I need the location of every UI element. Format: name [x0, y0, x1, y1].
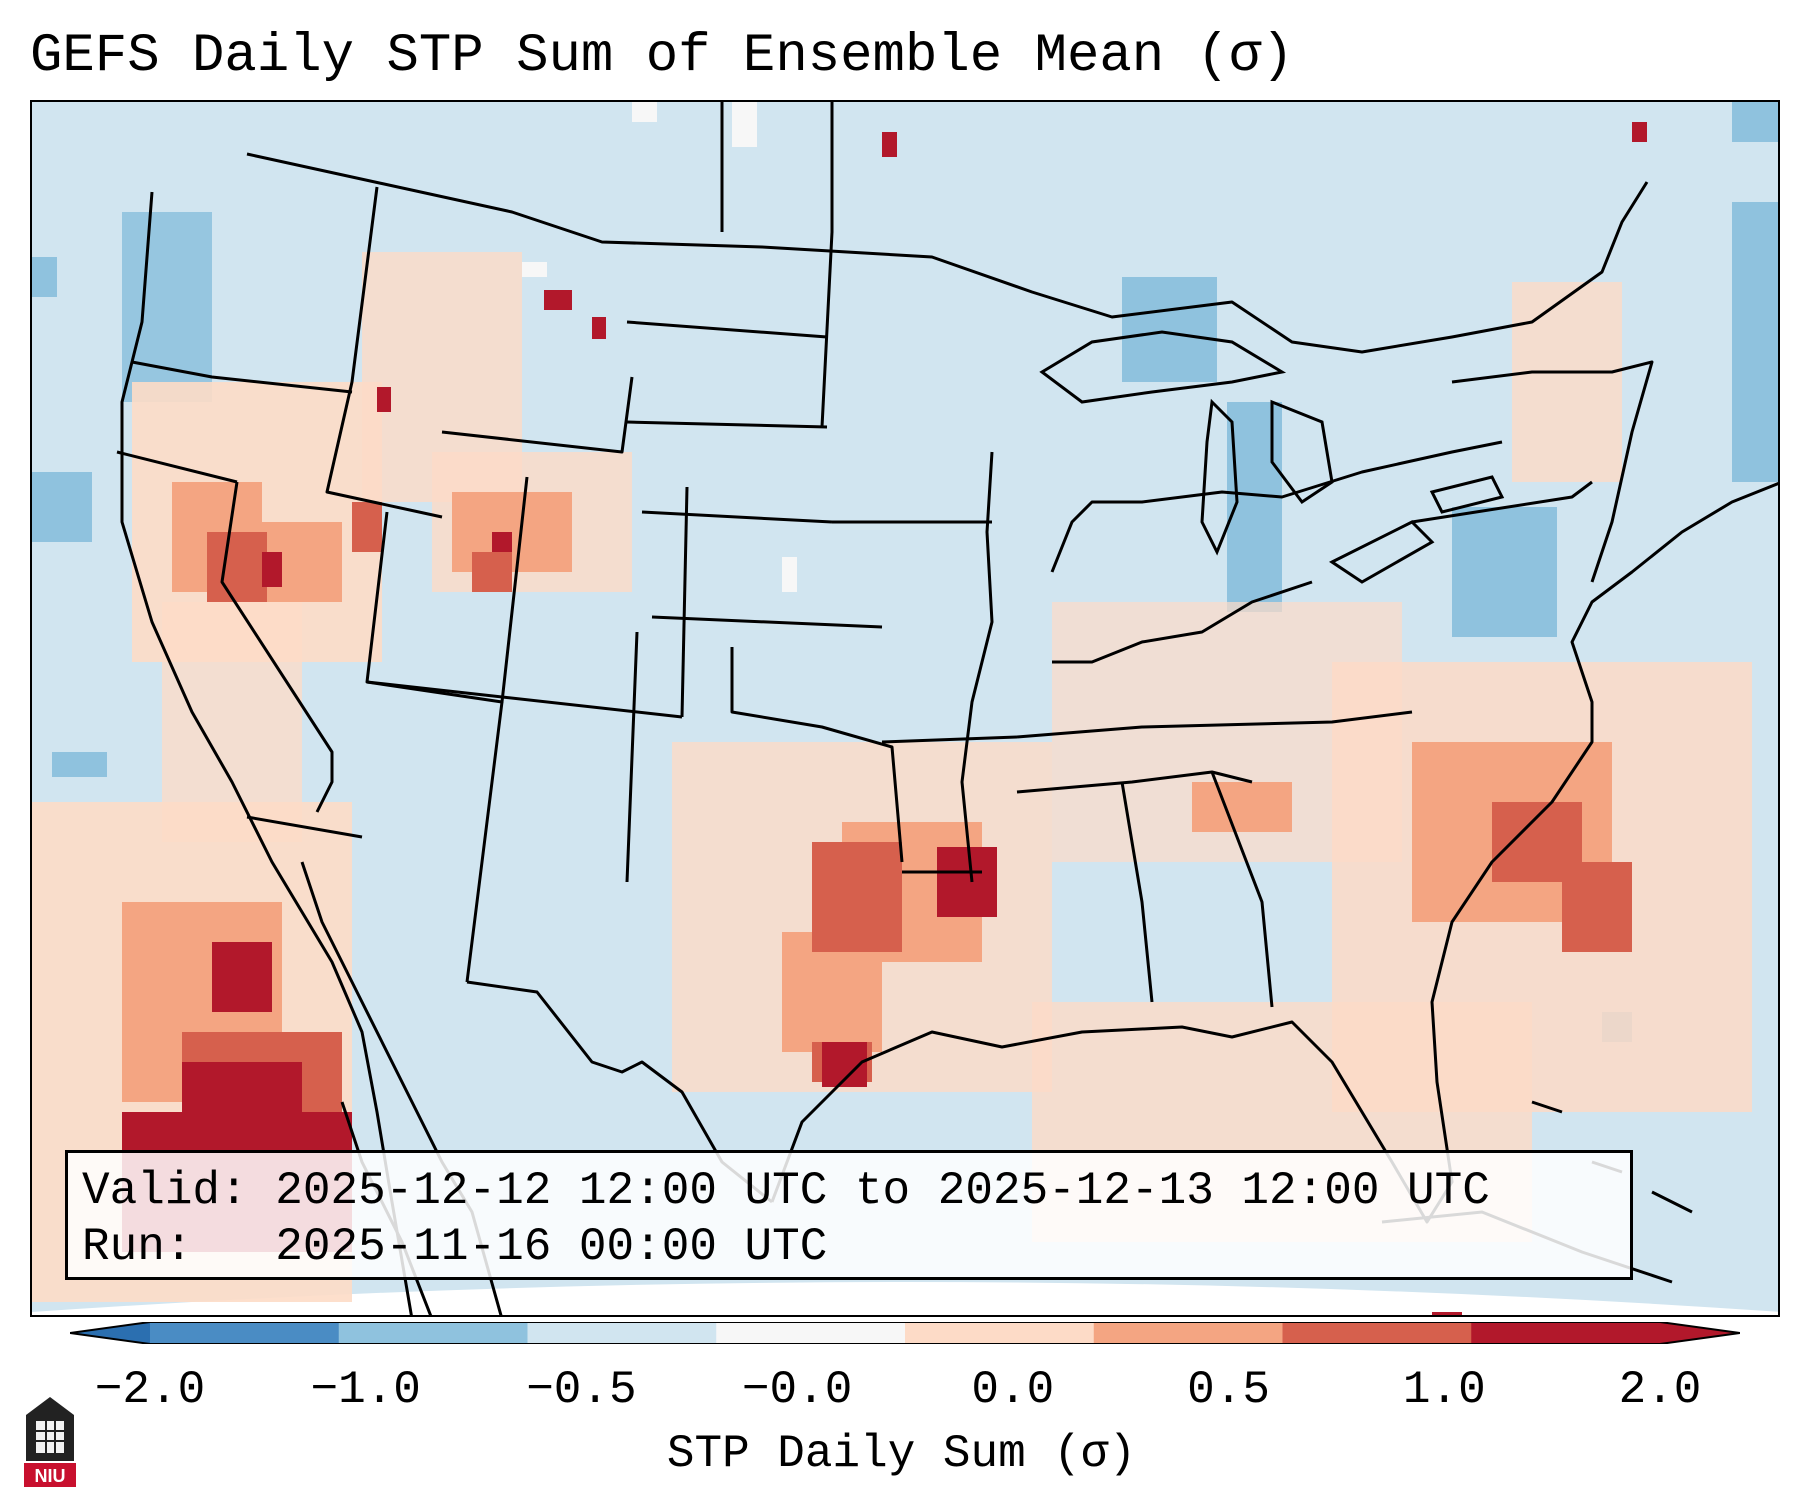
ne-ks: [641, 510, 833, 524]
map-title: GEFS Daily STP Sum of Ensemble Mean (σ): [30, 26, 1294, 87]
anomaly-cell: [1452, 507, 1557, 637]
idaho: [325, 186, 443, 519]
ky-tn-al: [1016, 770, 1253, 794]
anomaly-cell: [782, 557, 797, 592]
anomaly-cell: [937, 847, 997, 917]
validity-info-box: Valid: 2025-12-12 12:00 UTC to 2025-12-1…: [65, 1150, 1633, 1280]
anomaly-cell: [492, 532, 512, 552]
anomaly-cell: [732, 102, 757, 147]
valid-time-range: 2025-12-12 12:00 UTC to 2025-12-13 12:00…: [275, 1165, 1490, 1217]
lake-ontario: [1429, 475, 1505, 514]
anomaly-cell: [32, 472, 92, 542]
anomaly-cell: [544, 290, 572, 310]
tennessee-kentucky: [1016, 710, 1413, 739]
oklahoma-texas: [625, 631, 904, 883]
colorbar-tick-label: 0.5: [1187, 1364, 1270, 1416]
run-label: Run:: [82, 1221, 193, 1273]
colorbar-tick-label: −0.5: [526, 1364, 637, 1416]
lake-michigan: [1200, 398, 1239, 556]
niu-logo-banner: [24, 1463, 76, 1487]
us-canada-border: [246, 152, 1649, 354]
arizona-newmexico: [465, 701, 504, 983]
colorbar-tick-label: −1.0: [310, 1364, 421, 1416]
colorbar-segment: [1093, 1322, 1283, 1344]
anomaly-cell: [1432, 1312, 1462, 1315]
niu-logo-window: [36, 1421, 64, 1453]
colorbar-segment: [1282, 1322, 1472, 1344]
ks-ok: [651, 615, 883, 629]
anomaly-cell: [1732, 102, 1778, 142]
lake-superior: [1039, 330, 1287, 404]
great-lakes-region: [1050, 440, 1503, 573]
anomaly-cell: [377, 387, 391, 412]
four-corners-line: [366, 680, 683, 719]
anomaly-cell: [1122, 277, 1217, 382]
lake-huron: [1270, 399, 1334, 505]
anomaly-cell: [1512, 282, 1622, 482]
nevada-west: [220, 481, 334, 813]
anomaly-cell: [32, 257, 57, 297]
montana-wyoming: [441, 376, 634, 454]
anomaly-cell: [122, 212, 212, 402]
washington-oregon: [131, 360, 353, 394]
colorbar-label: STP Daily Sum (σ): [666, 1428, 1137, 1480]
anomaly-cell: [182, 1062, 302, 1142]
map-canvas[interactable]: [32, 102, 1780, 1317]
colorbar-over-extend: [1660, 1322, 1740, 1344]
run-time: 2025-11-16 00:00 UTC: [275, 1221, 828, 1273]
colorbar-under-extend: [70, 1322, 150, 1344]
dakotas: [720, 102, 834, 428]
gulf-coast: [770, 481, 1778, 1224]
anomaly-cell: [212, 942, 272, 1012]
anomaly-cell: [812, 842, 902, 952]
pa-ny: [1411, 480, 1593, 524]
anomaly-cell: [1732, 202, 1778, 482]
colorbar-tick-label: 2.0: [1618, 1364, 1702, 1416]
mo-ar: [881, 735, 1018, 744]
sd-ne: [626, 420, 828, 429]
anomaly-cell: [592, 317, 606, 339]
colorbar-segment: [527, 1322, 717, 1344]
niu-logo: NIU: [24, 1397, 76, 1487]
anomaly-cell: [472, 552, 512, 592]
valid-label: Valid:: [82, 1165, 248, 1217]
northeast: [1451, 360, 1654, 583]
california-mexico: [246, 815, 363, 839]
map-panel: [30, 100, 1780, 1317]
anomaly-cell: [1562, 862, 1632, 952]
anomaly-cell: [207, 532, 267, 602]
west-coast: [120, 191, 413, 1315]
alabama-georgia: [1120, 771, 1274, 1008]
ohio-river: [1052, 580, 1313, 664]
anomaly-cell: [52, 752, 107, 777]
colorbar-segment: [905, 1322, 1095, 1344]
anomaly-cell: [1192, 782, 1292, 832]
colorbar-segment: [150, 1322, 340, 1344]
colorbar-tick-label: 0.0: [971, 1364, 1055, 1416]
niu-logo-grid: [36, 1421, 64, 1453]
colorbar-segment: [1471, 1322, 1661, 1344]
colorbar: [70, 1322, 1740, 1344]
anomaly-cell: [882, 132, 897, 157]
utah: [365, 476, 529, 704]
colorbar-tick-label: −0.0: [741, 1364, 853, 1416]
anomaly-cell: [632, 102, 657, 122]
oregon-california: [116, 450, 238, 484]
great-lakes: [1039, 330, 1505, 584]
anomaly-cell: [522, 262, 547, 277]
colorado-east: [680, 486, 689, 718]
niu-logo-text: NIU: [35, 1466, 66, 1486]
lake-erie: [1329, 520, 1435, 584]
nd-sd: [626, 320, 828, 339]
colorbar-segment: [716, 1322, 906, 1344]
state-boundaries: [116, 102, 1778, 1315]
mississippi-river: [960, 451, 994, 883]
anomaly-cell: [262, 552, 282, 587]
colorbar-segment: [338, 1322, 528, 1344]
anomaly-cell: [1632, 122, 1647, 142]
colorbar-tick-label: 1.0: [1402, 1364, 1486, 1416]
colorbar-tick-label: −2.0: [94, 1364, 206, 1416]
anomaly-cell: [352, 502, 382, 552]
